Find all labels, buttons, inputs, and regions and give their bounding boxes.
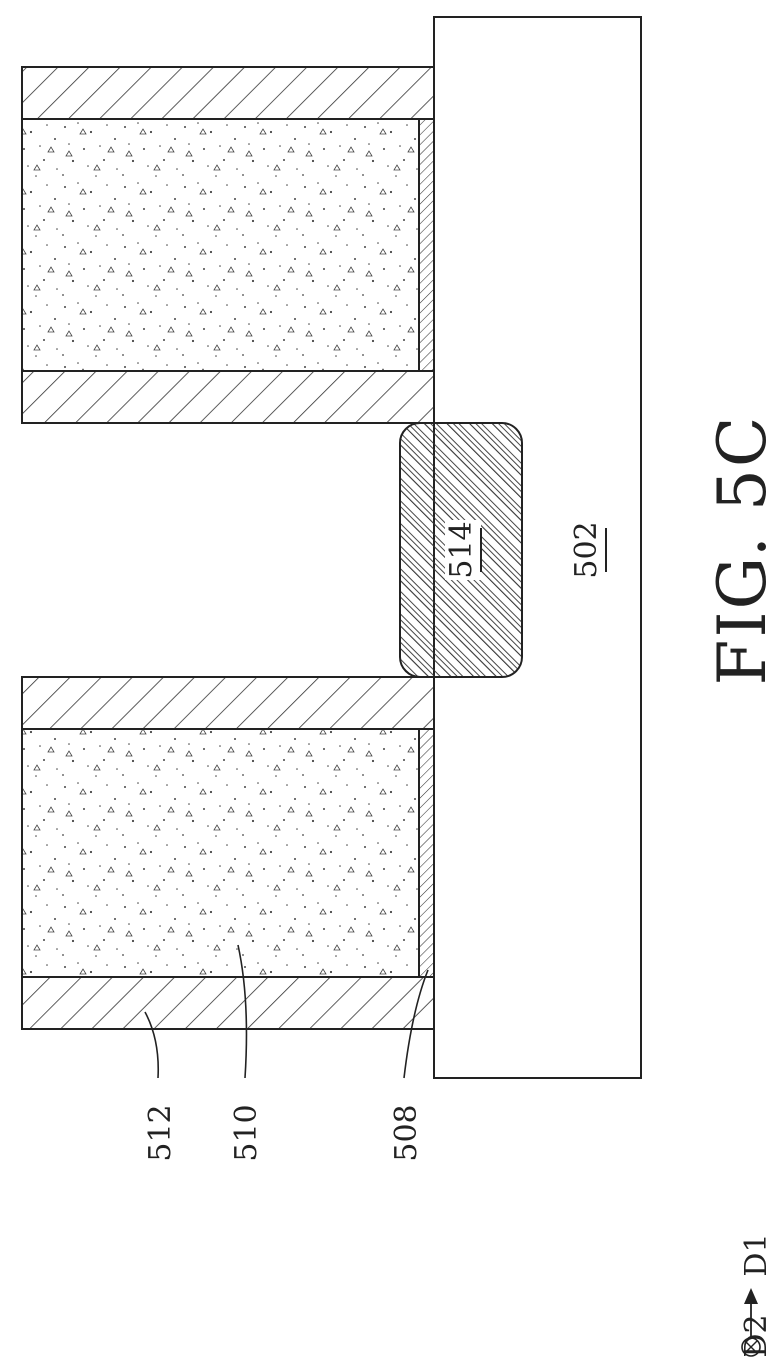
label-502: 502 xyxy=(569,521,604,578)
fill-510-upper xyxy=(22,119,419,371)
axis-indicator: D2 D1 xyxy=(739,1233,774,1357)
spacer-512-upper-top xyxy=(22,67,434,119)
axis-label-d1: D1 xyxy=(739,1233,774,1276)
spacer-512-upper-bottom xyxy=(22,371,434,423)
stack-upper xyxy=(22,67,434,423)
axis-label-d2: D2 xyxy=(739,1314,774,1357)
label-510: 510 xyxy=(229,1104,264,1161)
liner-508-lower xyxy=(419,729,434,977)
liner-508-upper xyxy=(419,119,434,371)
label-512: 512 xyxy=(143,1104,178,1161)
spacer-512-lower-bottom xyxy=(22,977,434,1029)
figure-title: FIG. 5C xyxy=(704,415,777,686)
fill-510-lower xyxy=(22,729,419,977)
label-508: 508 xyxy=(389,1104,424,1161)
spacer-512-lower-top xyxy=(22,677,434,729)
stack-lower xyxy=(22,677,434,1029)
label-514: 514 xyxy=(444,521,479,578)
